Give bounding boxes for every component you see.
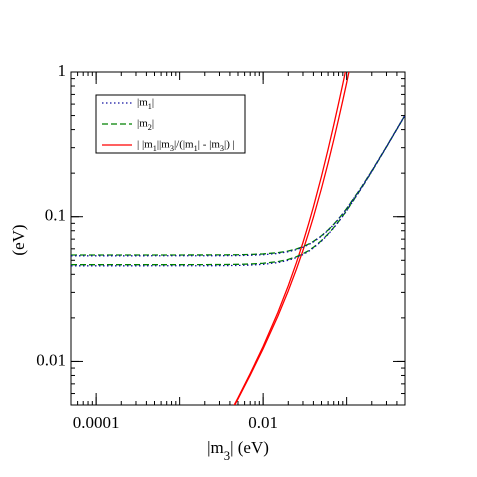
series-line — [71, 114, 405, 257]
x-tick-label: 0.01 — [248, 413, 278, 432]
series-line — [233, 72, 347, 405]
x-axis-label: |m3| (eV) — [207, 438, 269, 463]
legend-label: | |m1||m3|/(|m1| - |m3|) | — [137, 139, 235, 154]
series-layer — [71, 72, 405, 405]
series-line — [233, 72, 350, 405]
y-tick-label: 1 — [58, 61, 67, 80]
y-tick-label: 0.01 — [36, 350, 66, 369]
y-tick-label: 0.1 — [45, 206, 66, 225]
tick-layer: 0.0001 0.01 0.01 0.1 1 — [36, 61, 406, 432]
y-axis-label: (eV) — [9, 224, 28, 255]
x-tick-label: 0.0001 — [73, 413, 120, 432]
series-line — [71, 114, 405, 267]
